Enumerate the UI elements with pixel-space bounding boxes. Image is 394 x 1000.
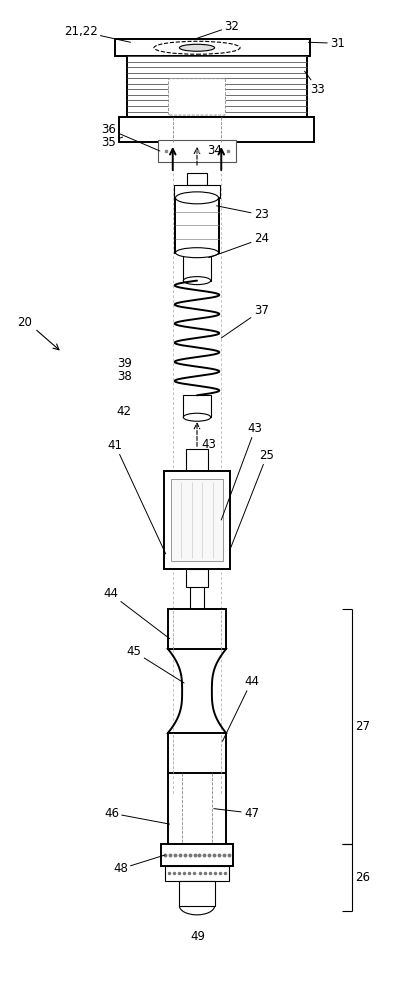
Text: 31: 31 xyxy=(309,37,345,50)
Text: 34: 34 xyxy=(208,144,223,157)
Bar xyxy=(161,844,233,866)
Bar xyxy=(186,449,208,471)
Text: 36: 36 xyxy=(101,123,160,151)
Text: 43: 43 xyxy=(201,438,216,451)
Bar xyxy=(183,253,211,281)
Text: 38: 38 xyxy=(117,370,132,383)
Text: 44: 44 xyxy=(103,587,169,639)
Bar xyxy=(179,881,215,906)
Bar xyxy=(168,733,226,773)
Bar xyxy=(164,471,230,569)
Text: 43: 43 xyxy=(221,422,263,520)
Bar xyxy=(173,185,221,198)
Text: 37: 37 xyxy=(221,304,269,338)
Bar xyxy=(119,117,314,142)
Text: 44: 44 xyxy=(223,675,259,741)
Bar xyxy=(165,866,229,881)
Text: 49: 49 xyxy=(190,930,205,943)
Text: 23: 23 xyxy=(217,206,269,221)
Text: 41: 41 xyxy=(108,439,166,554)
Text: 32: 32 xyxy=(197,20,239,38)
Text: 26: 26 xyxy=(355,871,370,884)
Text: 48: 48 xyxy=(113,855,165,875)
Text: 47: 47 xyxy=(214,807,259,820)
Text: 35: 35 xyxy=(101,136,123,149)
Bar xyxy=(168,609,226,649)
Text: 33: 33 xyxy=(305,71,325,96)
Text: 25: 25 xyxy=(230,449,275,549)
Ellipse shape xyxy=(154,41,240,54)
Bar xyxy=(171,479,223,561)
Bar xyxy=(115,39,310,56)
Text: 24: 24 xyxy=(209,232,269,258)
Ellipse shape xyxy=(179,44,215,51)
Ellipse shape xyxy=(175,192,219,204)
Text: 42: 42 xyxy=(116,405,132,418)
Text: 46: 46 xyxy=(104,807,169,824)
Text: 39: 39 xyxy=(117,357,132,370)
Bar xyxy=(158,140,236,162)
Bar xyxy=(175,198,219,253)
Bar xyxy=(183,395,211,417)
Text: 45: 45 xyxy=(126,645,184,683)
Ellipse shape xyxy=(183,413,211,421)
Bar xyxy=(186,569,208,587)
Ellipse shape xyxy=(183,277,211,285)
Ellipse shape xyxy=(175,248,219,258)
Bar xyxy=(126,56,307,117)
Text: 21,22: 21,22 xyxy=(64,25,130,42)
Bar xyxy=(187,173,207,185)
Text: 20: 20 xyxy=(17,316,32,329)
FancyBboxPatch shape xyxy=(169,79,225,115)
Text: 27: 27 xyxy=(355,720,370,733)
